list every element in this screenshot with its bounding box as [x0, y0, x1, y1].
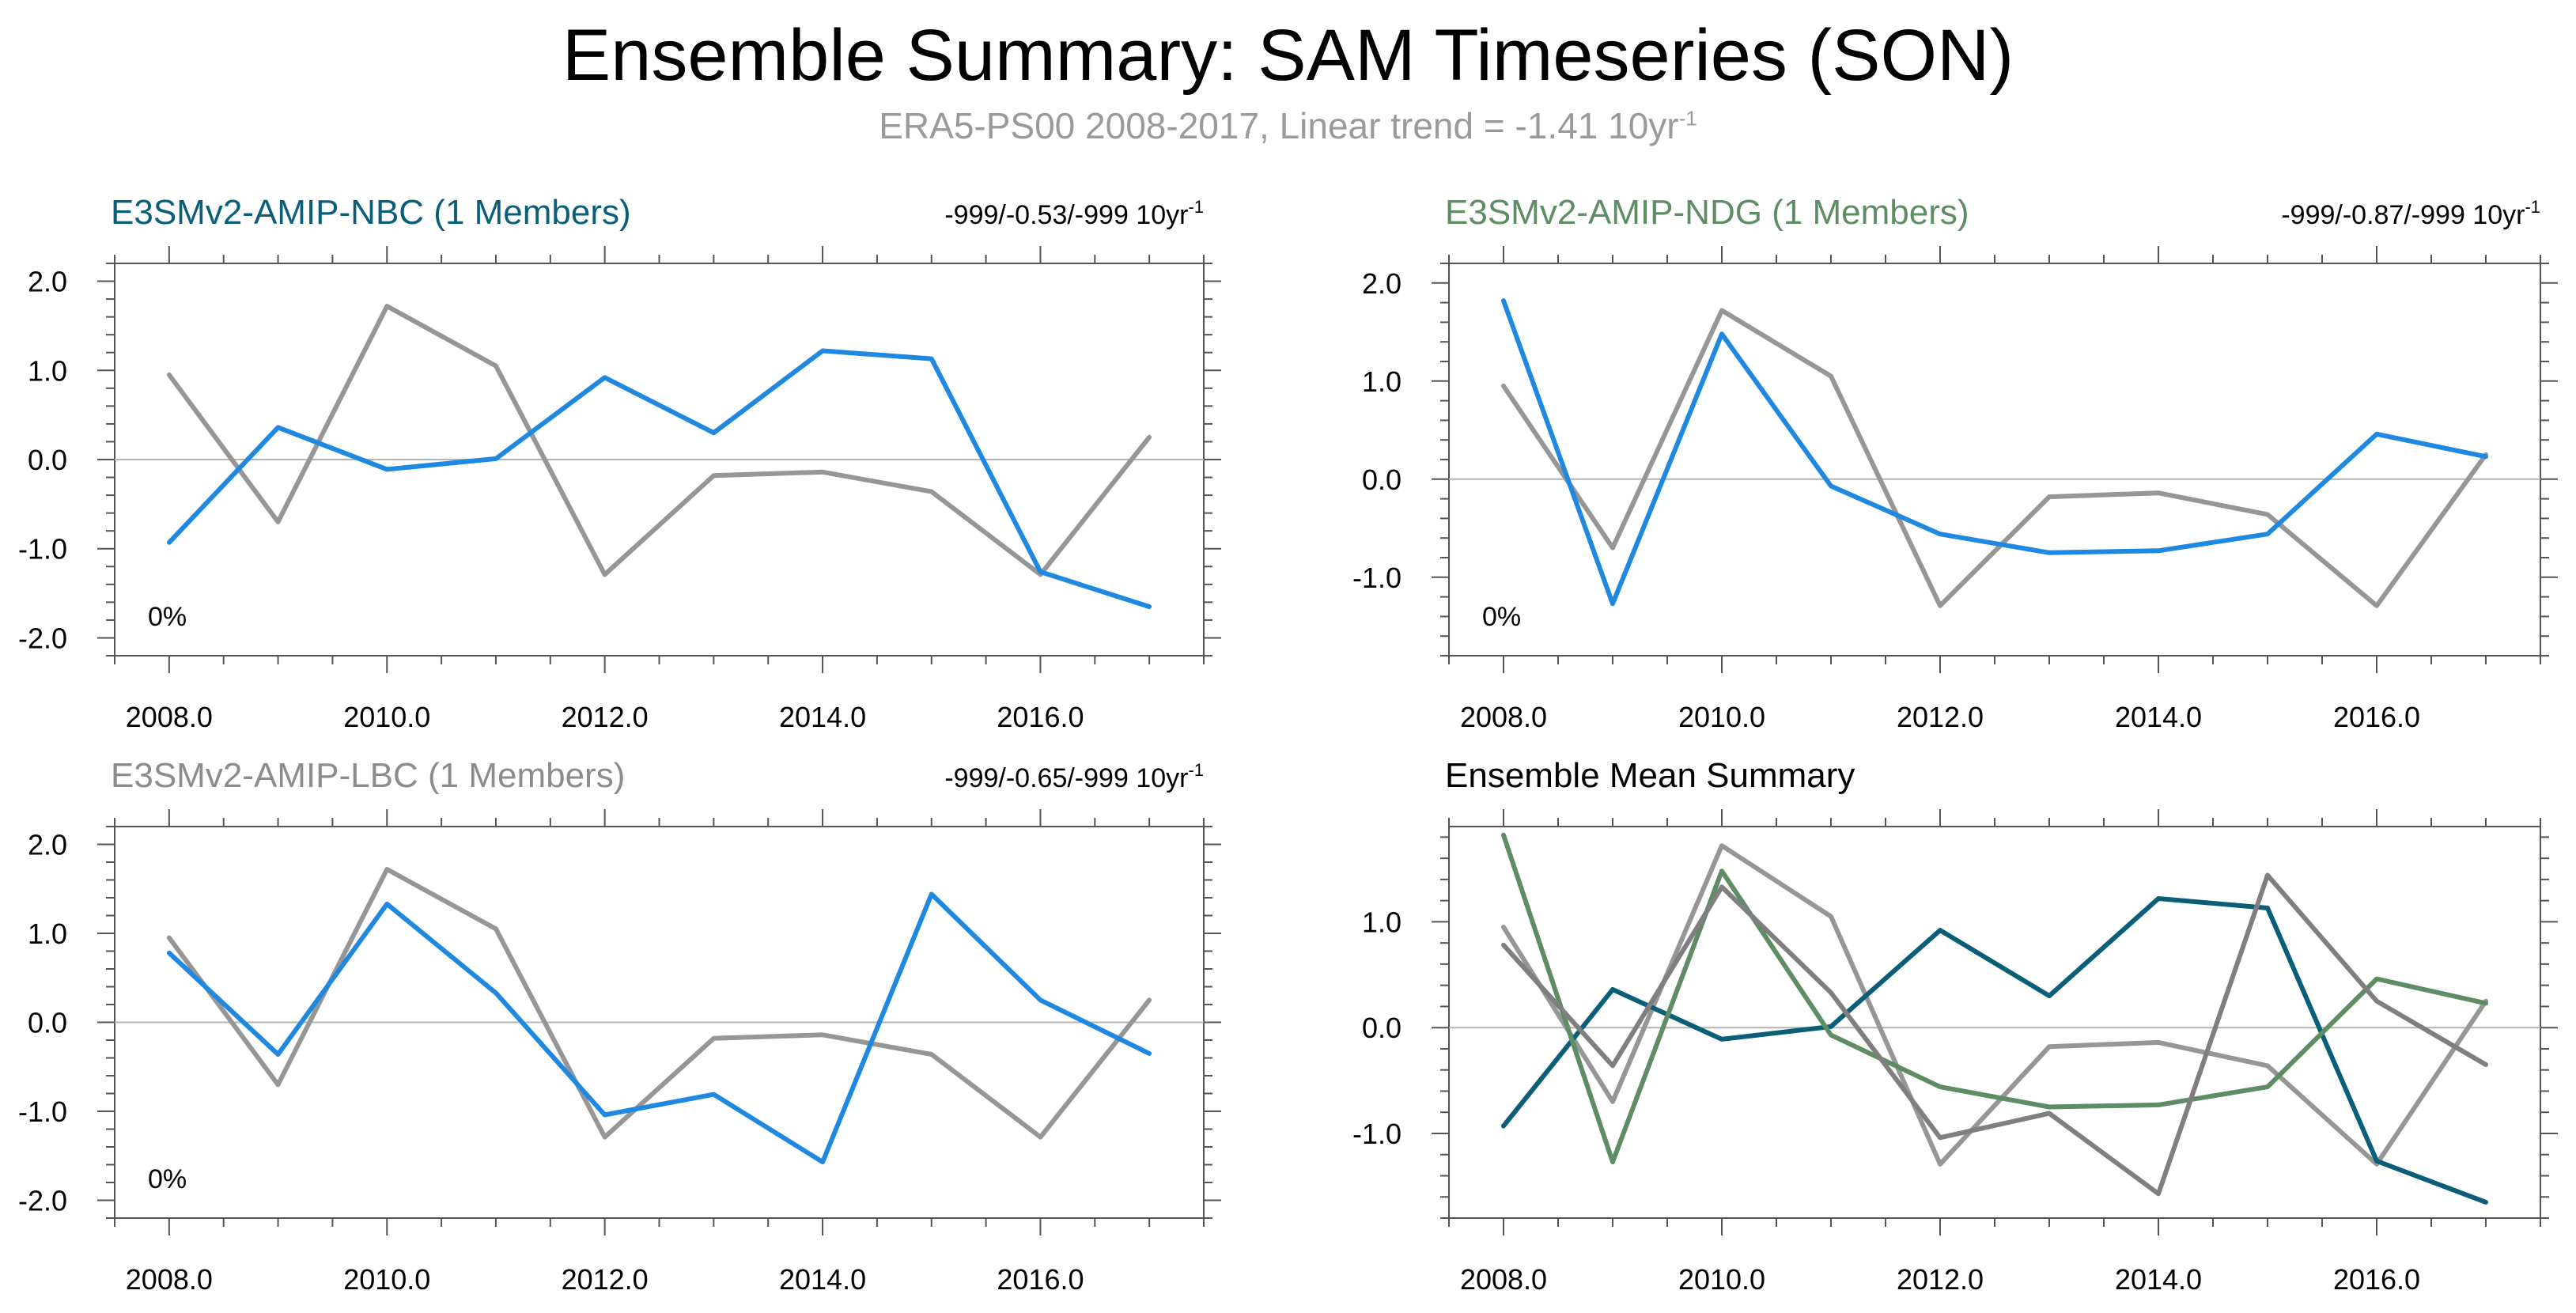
x-tick-label-ndg: 2008.0 — [1460, 701, 1547, 733]
x-tick-label-mean: 2008.0 — [1460, 1263, 1547, 1296]
series-line-ndg-0 — [1501, 308, 2488, 608]
series-line-mean-3 — [1501, 872, 2488, 1197]
x-tick-label-ndg: 2016.0 — [2333, 701, 2420, 733]
trend-sup: -1 — [2525, 197, 2540, 217]
x-tick-label-ndg: 2014.0 — [2115, 701, 2202, 733]
percent-label-nbc: 0% — [148, 602, 187, 632]
panel-mean: 2008.0 2010.0 2012.0 2014.0 2016.0 -1.0 0.0 1.0… — [1352, 756, 2558, 1296]
y-tick-label-mean: 1.0 — [1362, 906, 1401, 938]
x-tick-label-mean: 2014.0 — [2115, 1263, 2202, 1296]
y-tick-label-lbc: 2.0 — [28, 829, 67, 861]
trend-sup: -1 — [1188, 197, 1204, 217]
trend-label-nbc: -999/-0.53/-999 10yr-1 — [944, 197, 1204, 230]
y-tick-label-ndg: 1.0 — [1362, 365, 1401, 398]
sub-title: ERA5-PS00 2008-2017, Linear trend = -1.4… — [0, 104, 2576, 147]
y-tick-label-nbc: 0.0 — [28, 444, 67, 476]
trend-sup: -1 — [1188, 760, 1204, 780]
x-tick-label-lbc: 2014.0 — [779, 1263, 866, 1296]
y-tick-label-ndg: 2.0 — [1362, 267, 1401, 300]
y-tick-label-ndg: -1.0 — [1352, 562, 1401, 594]
y-tick-label-nbc: 1.0 — [28, 354, 67, 387]
y-tick-label-nbc: -1.0 — [18, 533, 67, 566]
panel-title-nbc: E3SMv2-AMIP-NBC (1 Members) — [111, 193, 631, 232]
panel-nbc: 2008.0 2010.0 2012.0 2014.0 2016.0 -2.0 -1.0 0.… — [18, 193, 1221, 733]
panel-lbc: 2008.0 2010.0 2012.0 2014.0 2016.0 -2.0 -1.0 0.… — [18, 756, 1221, 1296]
x-tick-label-lbc: 2012.0 — [562, 1263, 649, 1296]
x-tick-label-nbc: 2016.0 — [997, 701, 1084, 733]
x-tick-label-nbc: 2010.0 — [343, 701, 430, 733]
x-tick-label-mean: 2016.0 — [2333, 1263, 2420, 1296]
main-title: Ensemble Summary: SAM Timeseries (SON) — [562, 15, 2014, 96]
series-line-nbc-1 — [166, 348, 1152, 609]
percent-label-lbc: 0% — [148, 1164, 187, 1194]
x-tick-label-mean: 2012.0 — [1897, 1263, 1984, 1296]
y-tick-label-mean: 0.0 — [1362, 1012, 1401, 1044]
x-tick-label-nbc: 2014.0 — [779, 701, 866, 733]
y-tick-label-ndg: 0.0 — [1362, 464, 1401, 496]
x-tick-label-ndg: 2012.0 — [1897, 701, 1984, 733]
series-line-mean-1 — [1501, 896, 2488, 1205]
x-tick-label-lbc: 2010.0 — [343, 1263, 430, 1296]
series-line-lbc-1 — [166, 891, 1152, 1165]
trend-value: -999/-0.87/-999 10yr — [2281, 200, 2525, 230]
x-tick-label-nbc: 2008.0 — [126, 701, 213, 733]
x-tick-label-lbc: 2008.0 — [126, 1263, 213, 1296]
trend-value: -999/-0.53/-999 10yr — [944, 200, 1188, 230]
panel-ndg: 2008.0 2010.0 2012.0 2014.0 2016.0 -1.0 0.0 1.0… — [1352, 193, 2558, 733]
series-line-nbc-0 — [166, 304, 1152, 577]
x-tick-label-lbc: 2016.0 — [997, 1263, 1084, 1296]
series-line-ndg-1 — [1501, 298, 2488, 607]
panel-title-ndg: E3SMv2-AMIP-NDG (1 Members) — [1445, 193, 1969, 232]
trend-label-lbc: -999/-0.65/-999 10yr-1 — [944, 760, 1204, 793]
y-tick-label-nbc: 2.0 — [28, 266, 67, 298]
panel-title-mean: Ensemble Mean Summary — [1445, 756, 1855, 795]
percent-label-ndg: 0% — [1482, 602, 1521, 632]
series-line-mean-2 — [1501, 832, 2488, 1165]
sub-title-text: ERA5-PS00 2008-2017, Linear trend = -1.4… — [879, 105, 1679, 146]
y-tick-label-lbc: -2.0 — [18, 1185, 67, 1217]
x-tick-label-nbc: 2012.0 — [562, 701, 649, 733]
trend-label-ndg: -999/-0.87/-999 10yr-1 — [2281, 197, 2540, 230]
y-tick-label-lbc: 1.0 — [28, 918, 67, 950]
panel-title-lbc: E3SMv2-AMIP-LBC (1 Members) — [111, 756, 625, 795]
y-tick-label-nbc: -2.0 — [18, 622, 67, 654]
trend-value: -999/-0.65/-999 10yr — [944, 763, 1188, 793]
y-tick-label-lbc: -1.0 — [18, 1095, 67, 1128]
sub-title-sup: -1 — [1678, 106, 1697, 131]
x-tick-label-ndg: 2010.0 — [1678, 701, 1765, 733]
x-tick-label-mean: 2010.0 — [1678, 1263, 1765, 1296]
y-tick-label-mean: -1.0 — [1352, 1118, 1401, 1150]
y-tick-label-lbc: 0.0 — [28, 1007, 67, 1039]
